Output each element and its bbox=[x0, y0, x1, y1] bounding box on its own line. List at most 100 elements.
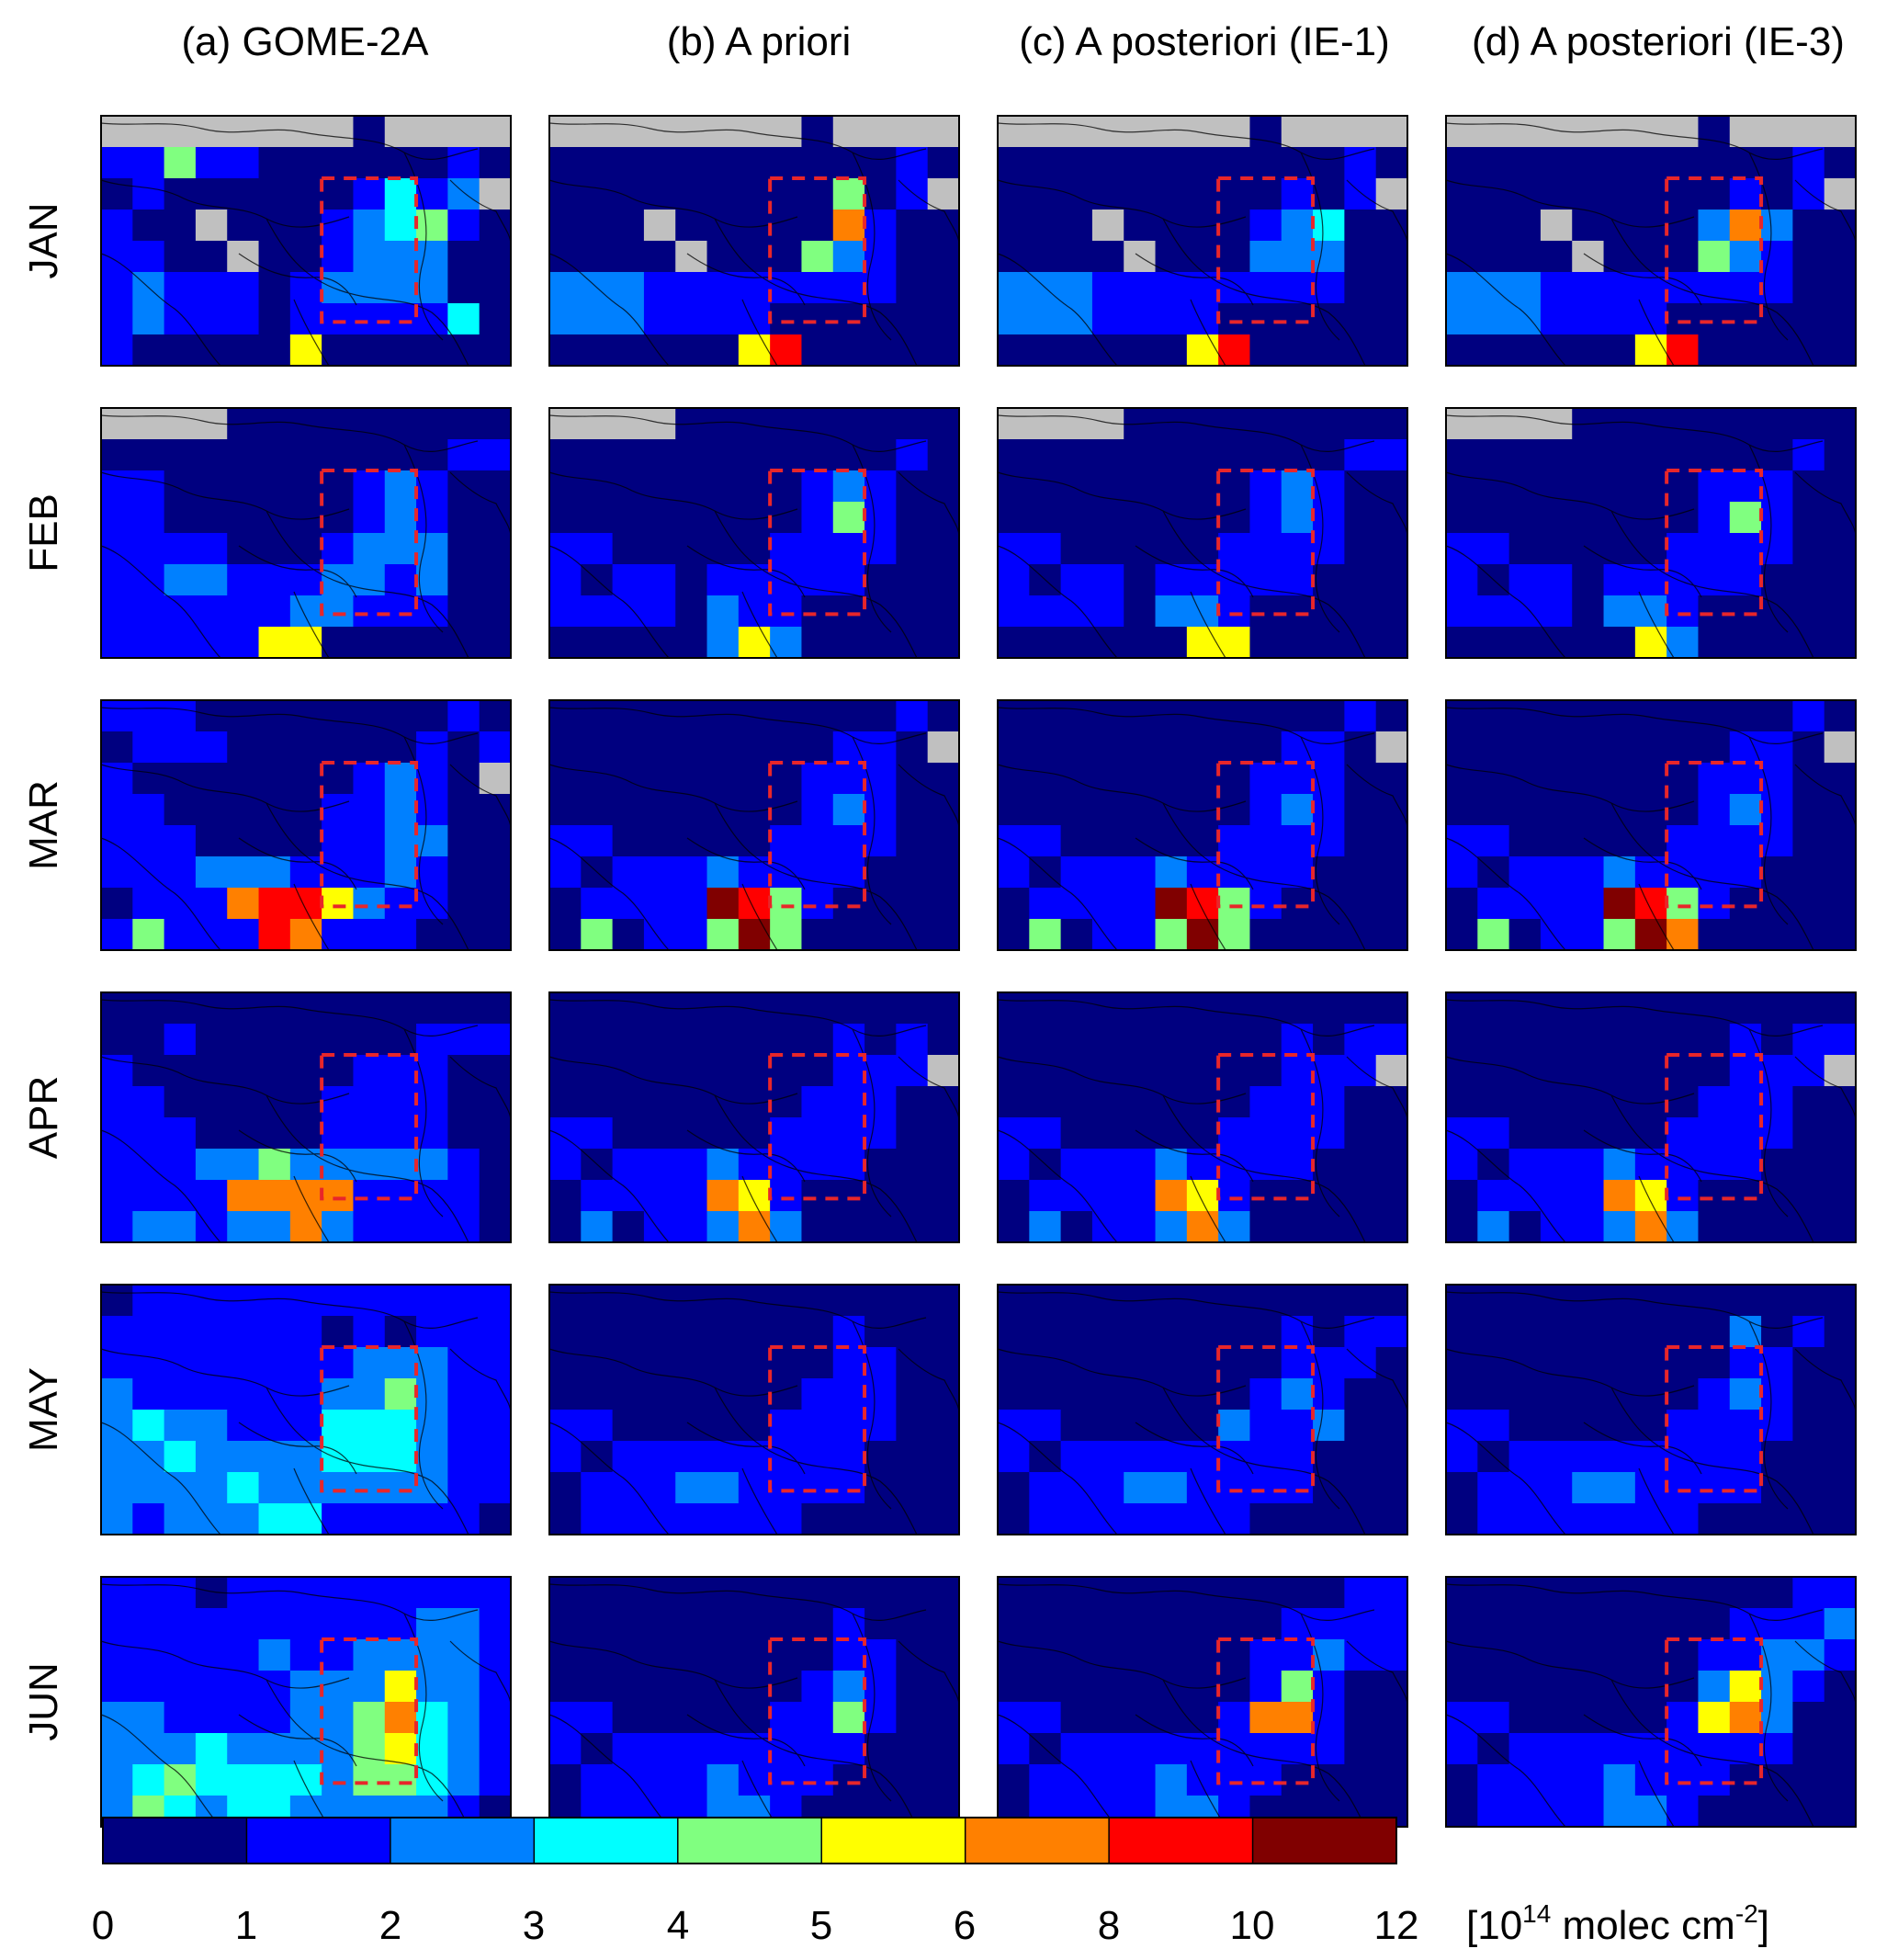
heatmap-cell bbox=[549, 700, 582, 732]
coastline-path bbox=[1638, 883, 1675, 951]
heatmap-cell bbox=[801, 147, 834, 179]
heatmap-cell bbox=[1155, 1733, 1188, 1765]
heatmap-cell bbox=[927, 1149, 960, 1181]
heatmap-cell bbox=[101, 439, 133, 471]
heatmap-cell bbox=[195, 1149, 228, 1181]
colorbar bbox=[102, 1817, 1397, 1864]
heatmap-cell bbox=[1218, 1733, 1251, 1765]
coastline-path bbox=[1162, 218, 1366, 367]
heatmap-cell bbox=[353, 627, 386, 659]
heatmap-cell bbox=[164, 825, 197, 857]
heatmap-cell bbox=[1186, 1347, 1219, 1379]
heatmap-cell bbox=[998, 1316, 1030, 1348]
heatmap-cell bbox=[1124, 731, 1157, 764]
heatmap-cell bbox=[1698, 888, 1731, 920]
heatmap-cell bbox=[1029, 825, 1062, 857]
heatmap-cell bbox=[927, 856, 960, 889]
heatmap-cell bbox=[164, 1086, 197, 1118]
heatmap-cell bbox=[1824, 502, 1857, 534]
heatmap-cell bbox=[801, 825, 834, 857]
heatmap-cell bbox=[1572, 1316, 1605, 1348]
heatmap-cell bbox=[164, 241, 197, 273]
heatmap-cell bbox=[132, 825, 165, 857]
heatmap-cell bbox=[1824, 1796, 1857, 1828]
heatmap-cell bbox=[643, 1639, 676, 1671]
heatmap-cell bbox=[1477, 1796, 1510, 1828]
heatmap-cell bbox=[832, 303, 865, 335]
heatmap-cell bbox=[1446, 888, 1478, 920]
heatmap-cell bbox=[998, 303, 1030, 335]
heatmap-cell bbox=[258, 1702, 291, 1734]
heatmap-cell bbox=[1603, 919, 1636, 951]
heatmap-cell bbox=[1634, 241, 1667, 273]
heatmap-cell bbox=[1155, 1149, 1188, 1181]
heatmap-cell bbox=[1477, 210, 1510, 242]
heatmap-cell bbox=[132, 1472, 165, 1504]
heatmap-cell bbox=[1218, 1211, 1251, 1243]
heatmap-cell bbox=[1446, 408, 1478, 440]
heatmap-cell bbox=[675, 1347, 708, 1379]
coastline-path bbox=[100, 1291, 479, 1329]
heatmap-cell bbox=[164, 1702, 197, 1734]
heatmap-cell bbox=[1603, 1347, 1636, 1379]
heatmap-cell bbox=[1375, 1639, 1408, 1671]
heatmap-cell bbox=[132, 178, 165, 210]
heatmap-cell bbox=[1218, 1285, 1251, 1317]
heatmap-cell bbox=[832, 794, 865, 826]
heatmap-cell bbox=[289, 1347, 322, 1379]
heatmap-cell bbox=[1249, 1764, 1282, 1796]
heatmap-cell bbox=[706, 241, 740, 273]
heatmap-cell bbox=[322, 272, 355, 304]
heatmap-cell bbox=[612, 470, 645, 503]
heatmap-cell bbox=[1603, 1211, 1636, 1243]
heatmap-cell bbox=[479, 1117, 512, 1150]
heatmap-cell bbox=[1344, 272, 1377, 304]
heatmap-cell bbox=[675, 1441, 708, 1473]
heatmap-cell bbox=[675, 1733, 708, 1765]
heatmap-cell bbox=[1344, 1764, 1377, 1796]
heatmap-cell bbox=[581, 439, 614, 471]
heatmap-cell bbox=[1729, 1639, 1762, 1671]
heatmap-cell bbox=[1761, 439, 1793, 471]
heatmap-cell bbox=[998, 210, 1030, 242]
heatmap-cell bbox=[479, 1608, 512, 1640]
heatmap-cell bbox=[1249, 147, 1282, 179]
heatmap-cell bbox=[1540, 439, 1573, 471]
heatmap-cell bbox=[549, 1671, 582, 1703]
heatmap-cell bbox=[164, 1764, 197, 1796]
heatmap-cell bbox=[581, 992, 614, 1025]
heatmap-cell bbox=[770, 700, 803, 732]
heatmap-cell bbox=[549, 1055, 582, 1087]
heatmap-cell bbox=[1729, 303, 1762, 335]
heatmap-cell bbox=[195, 1671, 228, 1703]
heatmap-cell bbox=[195, 1702, 228, 1734]
heatmap-cell bbox=[896, 1211, 929, 1243]
heatmap-cell bbox=[1729, 1347, 1762, 1379]
heatmap-cell bbox=[643, 1055, 676, 1087]
heatmap-cell bbox=[416, 700, 448, 732]
heatmap-cell bbox=[706, 272, 740, 304]
heatmap-cell bbox=[1761, 564, 1793, 596]
heatmap-cell bbox=[864, 888, 897, 920]
heatmap-cell bbox=[1029, 1577, 1062, 1609]
heatmap-cell bbox=[1281, 408, 1314, 440]
heatmap-cell bbox=[896, 1180, 929, 1212]
heatmap-cell bbox=[322, 1410, 355, 1442]
heatmap-cell bbox=[1375, 1180, 1408, 1212]
heatmap-cell bbox=[1666, 1024, 1700, 1056]
heatmap-cell bbox=[1249, 210, 1282, 242]
heatmap-cell bbox=[998, 241, 1030, 273]
heatmap-cell bbox=[1029, 888, 1062, 920]
heatmap-cell bbox=[101, 1316, 133, 1348]
heatmap-cell bbox=[1824, 1733, 1857, 1765]
heatmap-cell bbox=[1603, 1410, 1636, 1442]
heatmap-cell bbox=[770, 1702, 803, 1734]
map-panel bbox=[997, 1284, 1408, 1535]
heatmap-cell bbox=[1572, 1796, 1605, 1828]
heatmap-cell bbox=[1792, 116, 1825, 148]
heatmap-cell bbox=[258, 303, 291, 335]
heatmap-cell bbox=[1729, 1441, 1762, 1473]
heatmap-cell bbox=[1249, 502, 1282, 534]
heatmap-cell bbox=[1091, 1024, 1124, 1056]
heatmap-cell bbox=[549, 1117, 582, 1150]
